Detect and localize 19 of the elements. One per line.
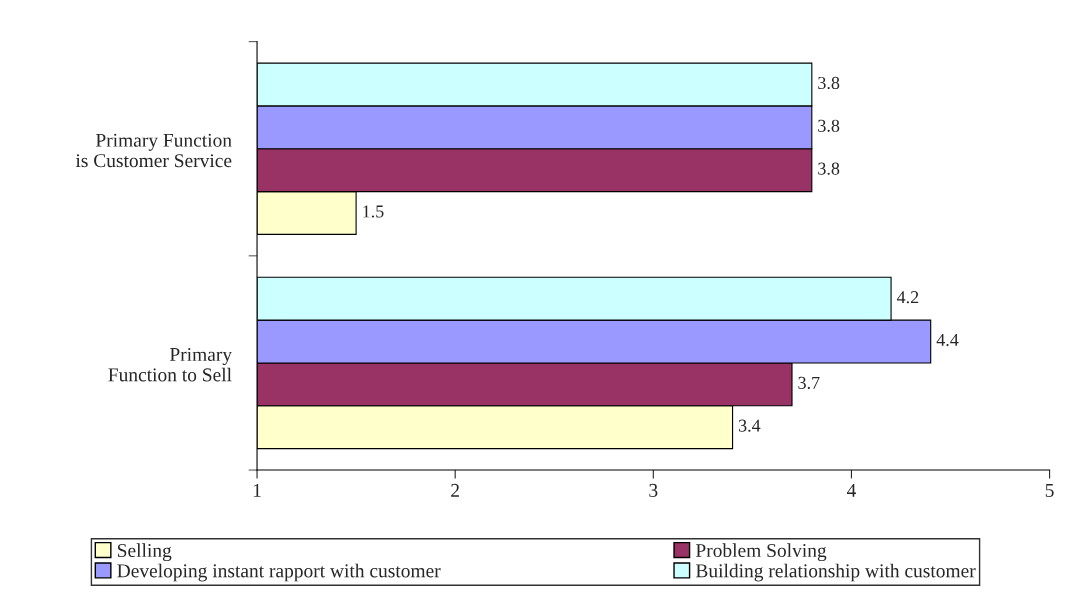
x-tick-label: 5: [1045, 484, 1054, 497]
data-label: 3.8: [818, 162, 840, 175]
legend-label: Building relationship with customer: [695, 563, 976, 582]
legend-label: Selling: [117, 543, 172, 562]
data-label: 3.7: [798, 376, 820, 389]
x-tick-label: 2: [451, 483, 459, 497]
data-label: 3.4: [738, 419, 761, 432]
data-label: 1.5: [363, 205, 384, 218]
y-tick-label: Primary Function to Sell: [108, 347, 232, 382]
data-label: 3.8: [818, 119, 840, 132]
data-label: 4.4: [936, 333, 959, 347]
x-tick-label: 3: [649, 483, 658, 497]
data-label: 3.8: [818, 76, 840, 90]
data-label: 4.2: [896, 291, 919, 304]
legend-label: Developing instant rapport with customer: [117, 563, 441, 582]
x-tick-label: 1: [253, 483, 261, 497]
x-tick-label: 4: [846, 483, 856, 497]
legend-label: Problem Solving: [695, 543, 827, 562]
y-tick-label: Primary Function is Customer Service: [75, 133, 232, 168]
